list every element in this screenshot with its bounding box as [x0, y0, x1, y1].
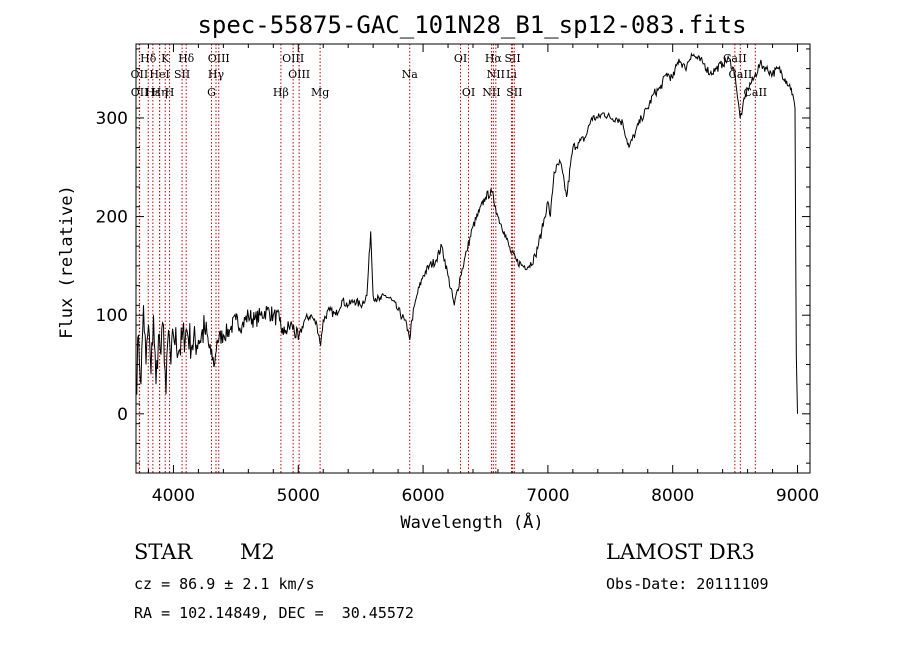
spectrum-line [136, 52, 798, 414]
object-class: STAR [134, 540, 193, 564]
spectral-line-label: SII [174, 68, 190, 81]
spectral-line-label: OIII [208, 52, 230, 65]
y-tick-label: 300 [96, 109, 128, 129]
spectral-line-label: CaII [743, 86, 767, 99]
spectral-line-label: Hδ [140, 52, 157, 65]
spectral-line-label: SII [504, 52, 520, 65]
spectral-line-label: OIII [282, 52, 304, 65]
spectral-line-label: Li [506, 68, 517, 81]
spectral-line-label: Hε [145, 86, 161, 99]
spectral-line-label: Mg [311, 86, 329, 99]
spectral-line-label: OI [462, 86, 475, 99]
chart-title: spec-55875-GAC_101N28_B1_sp12-083.fits [197, 11, 746, 39]
x-tick-label: 4000 [152, 486, 195, 506]
y-tick-label: 100 [96, 306, 128, 326]
y-axis-label: Flux (relative) [57, 185, 77, 339]
x-tick-label: 5000 [277, 486, 320, 506]
x-axis-label: Wavelength (Å) [400, 511, 543, 533]
spectral-line-label: SII [506, 86, 522, 99]
spectral-line-label: OIII [288, 68, 310, 81]
spectral-line-label: NII [482, 86, 500, 99]
spectral-line-label: K [161, 52, 170, 65]
spectral-line-label: G [207, 86, 216, 99]
spectral-line-label: HeI [149, 68, 169, 81]
spectral-line-label: Hδ [178, 52, 195, 65]
spectral-line-label: CaII [729, 68, 753, 81]
survey-name: LAMOST DR3 [606, 540, 755, 564]
spectral-line-label: H [165, 86, 175, 99]
spectral-line-label: OII [131, 86, 149, 99]
spectral-line-label: Hα [485, 52, 503, 65]
x-tick-label: 7000 [526, 486, 569, 506]
plot-frame [135, 43, 811, 474]
subclass: M2 [240, 540, 275, 564]
spectral-line-label: OI [454, 52, 467, 65]
x-tick-label: 9000 [776, 486, 819, 506]
spectral-line-label: NII [487, 68, 505, 81]
redshift-velocity: cz = 86.9 ± 2.1 km/s [134, 575, 315, 593]
coordinates: RA = 102.14849, DEC = 30.45572 [134, 604, 414, 622]
observation-date: Obs-Date: 20111109 [606, 575, 769, 593]
y-tick-label: 200 [96, 208, 128, 228]
spectral-line-label: Hγ [208, 68, 225, 81]
spectral-line-label: OII [131, 68, 149, 81]
x-tick-label: 8000 [651, 486, 694, 506]
spectral-line-label: Na [402, 68, 419, 81]
y-tick-label: 0 [117, 405, 128, 425]
x-tick-label: 6000 [401, 486, 444, 506]
spectral-line-label: Hη [151, 86, 167, 99]
spectral-line-label: Hβ [273, 86, 289, 99]
